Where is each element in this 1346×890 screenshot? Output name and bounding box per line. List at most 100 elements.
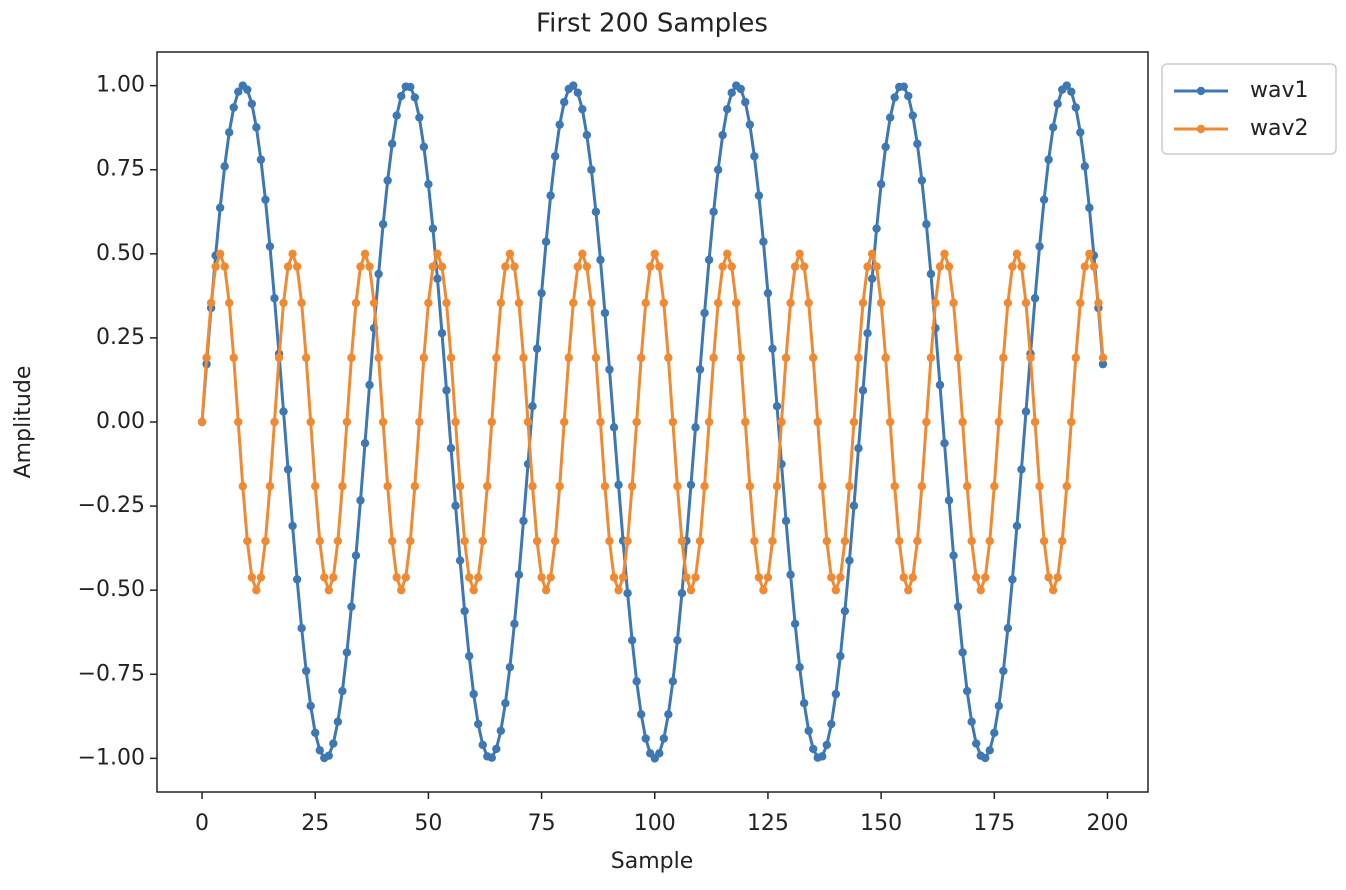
point xyxy=(1021,407,1031,416)
point xyxy=(550,152,560,161)
point xyxy=(324,585,334,595)
point xyxy=(519,516,528,526)
series xyxy=(197,249,1108,595)
point xyxy=(962,482,972,491)
point xyxy=(713,165,723,174)
point xyxy=(283,262,293,271)
point xyxy=(243,85,252,94)
point xyxy=(646,262,655,271)
point xyxy=(546,573,555,582)
point xyxy=(673,636,682,645)
point xyxy=(840,536,850,546)
x-tick-label: 50 xyxy=(414,811,442,836)
point xyxy=(809,353,818,362)
point xyxy=(234,417,243,427)
point xyxy=(931,298,940,308)
point xyxy=(410,93,420,102)
point xyxy=(741,417,750,427)
point xyxy=(809,744,818,754)
point xyxy=(329,573,338,582)
point xyxy=(922,417,931,427)
point xyxy=(397,91,406,101)
point xyxy=(501,262,510,271)
point xyxy=(677,589,687,598)
point xyxy=(442,298,451,308)
point xyxy=(876,179,886,189)
point xyxy=(564,353,573,362)
point xyxy=(455,556,465,565)
point xyxy=(718,262,727,271)
point xyxy=(311,728,320,737)
point xyxy=(759,237,768,246)
legend-label: wav1 xyxy=(1250,78,1309,103)
point xyxy=(220,162,229,171)
point xyxy=(315,536,324,546)
point xyxy=(650,249,659,259)
point xyxy=(582,130,592,140)
point xyxy=(772,401,782,411)
point xyxy=(492,744,501,754)
point xyxy=(940,438,949,448)
point xyxy=(1008,575,1017,584)
point xyxy=(949,298,958,308)
point xyxy=(804,298,813,308)
point xyxy=(754,573,764,582)
point xyxy=(632,417,641,427)
point xyxy=(953,353,963,362)
point xyxy=(555,120,564,129)
point xyxy=(668,417,678,427)
point xyxy=(818,482,827,491)
line xyxy=(200,83,1105,761)
point xyxy=(1048,123,1058,132)
point xyxy=(306,701,315,711)
point xyxy=(763,288,773,298)
point xyxy=(1085,249,1094,259)
point xyxy=(569,298,578,308)
point xyxy=(460,606,469,616)
point xyxy=(274,353,284,362)
legend-marker xyxy=(1196,124,1206,134)
point xyxy=(469,689,478,699)
point xyxy=(804,726,813,735)
point xyxy=(813,417,822,427)
point xyxy=(981,753,990,763)
plot-frame xyxy=(156,51,1149,793)
point xyxy=(560,417,569,427)
point xyxy=(958,648,967,657)
point xyxy=(1012,521,1022,531)
point xyxy=(1098,359,1108,369)
point xyxy=(618,573,628,582)
point xyxy=(709,207,718,216)
point xyxy=(840,606,850,616)
point xyxy=(822,536,831,546)
point xyxy=(596,417,605,427)
point xyxy=(754,191,764,200)
point xyxy=(270,294,279,303)
point xyxy=(799,699,809,708)
point xyxy=(741,97,750,107)
point xyxy=(419,142,429,152)
point xyxy=(315,746,324,755)
point xyxy=(664,710,673,719)
point xyxy=(306,417,315,427)
point xyxy=(360,249,370,259)
point xyxy=(383,176,392,185)
point xyxy=(1039,195,1049,204)
point xyxy=(895,536,904,546)
point xyxy=(636,353,646,362)
point xyxy=(704,255,714,265)
point xyxy=(338,482,347,491)
point xyxy=(451,501,460,510)
point xyxy=(727,262,736,271)
point xyxy=(822,740,831,750)
point xyxy=(247,573,257,582)
point xyxy=(1076,298,1085,308)
point xyxy=(949,551,958,560)
point xyxy=(908,573,918,582)
point xyxy=(419,353,429,362)
point xyxy=(501,699,510,708)
point xyxy=(351,551,361,560)
point xyxy=(537,573,546,582)
point xyxy=(301,666,311,676)
